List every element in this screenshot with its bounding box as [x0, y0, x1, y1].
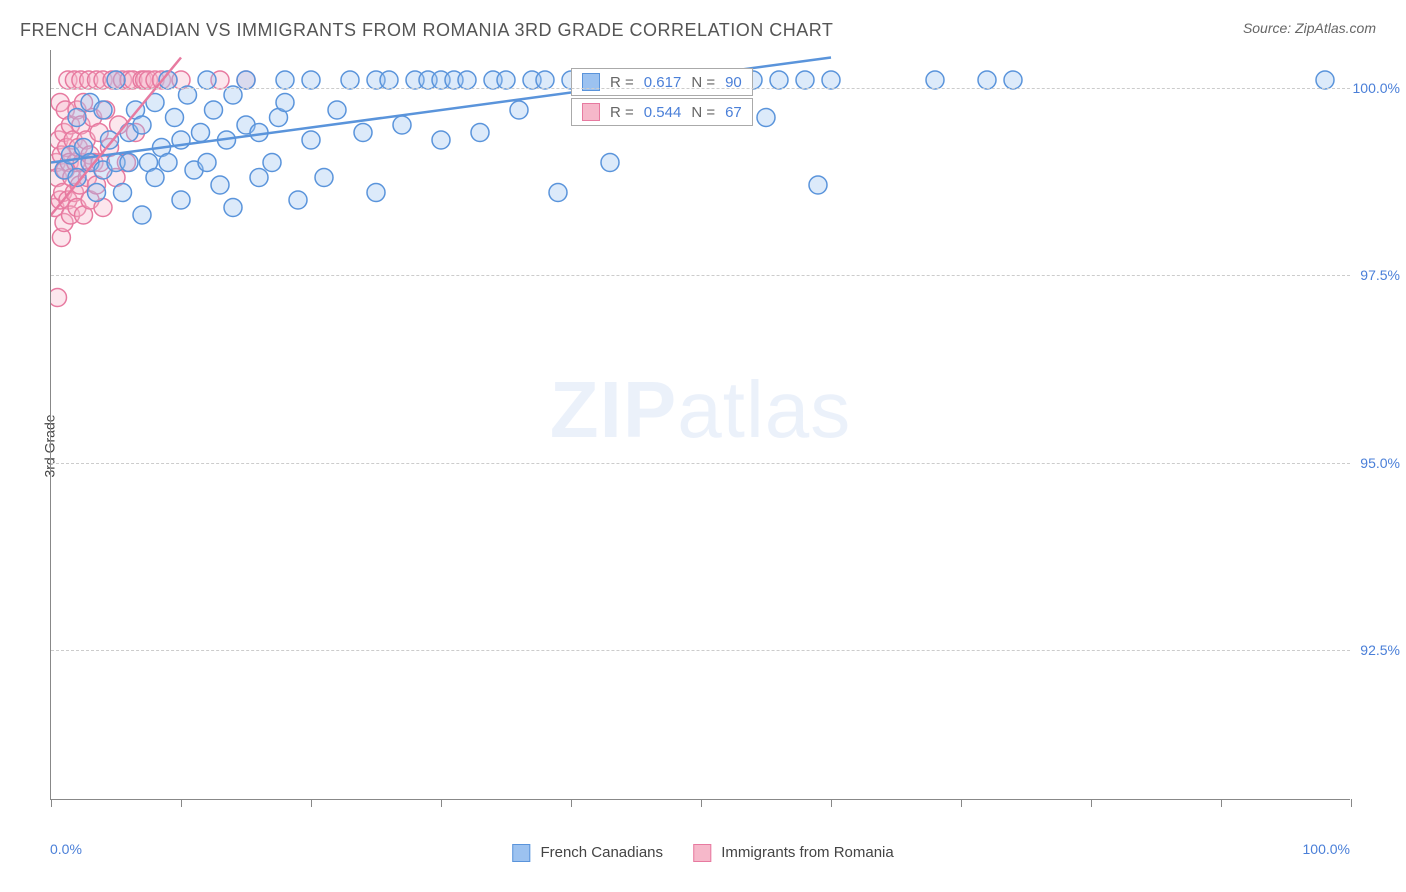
x-tick — [961, 799, 962, 807]
stats-box-series-1: R = 0.544 N = 67 — [571, 98, 753, 126]
data-point — [133, 116, 151, 134]
data-point — [601, 154, 619, 172]
x-axis-max-label: 100.0% — [1303, 841, 1350, 857]
data-point — [341, 71, 359, 89]
data-point — [510, 101, 528, 119]
stat-n-value: 67 — [725, 104, 742, 121]
data-point — [549, 184, 567, 202]
x-tick — [1351, 799, 1352, 807]
data-point — [179, 86, 197, 104]
data-point — [159, 154, 177, 172]
data-point — [146, 169, 164, 187]
x-tick — [701, 799, 702, 807]
y-tick-label: 95.0% — [1352, 455, 1400, 471]
data-point — [380, 71, 398, 89]
data-point — [205, 101, 223, 119]
data-point — [822, 71, 840, 89]
data-point — [302, 131, 320, 149]
data-point — [978, 71, 996, 89]
stat-n-label: N = — [691, 104, 715, 121]
data-point — [172, 191, 190, 209]
y-tick-label: 92.5% — [1352, 642, 1400, 658]
data-point — [101, 131, 119, 149]
data-point — [302, 71, 320, 89]
x-tick — [441, 799, 442, 807]
x-tick — [1091, 799, 1092, 807]
data-point — [1316, 71, 1334, 89]
source-attribution: Source: ZipAtlas.com — [1243, 20, 1376, 36]
data-point — [120, 154, 138, 172]
stat-r-label: R = — [610, 104, 634, 121]
y-tick-label: 100.0% — [1352, 80, 1400, 96]
data-point — [94, 101, 112, 119]
data-point — [224, 86, 242, 104]
data-point — [250, 169, 268, 187]
x-tick — [831, 799, 832, 807]
data-point — [211, 176, 229, 194]
gridline — [51, 275, 1350, 276]
swatch-icon — [582, 103, 600, 121]
data-point — [432, 131, 450, 149]
plot-area: ZIPatlas R = 0.617 N = 90 R = 0.544 N = … — [50, 50, 1350, 800]
data-point — [796, 71, 814, 89]
data-point — [770, 71, 788, 89]
y-tick-label: 97.5% — [1352, 267, 1400, 283]
data-point — [107, 71, 125, 89]
data-point — [926, 71, 944, 89]
x-tick — [51, 799, 52, 807]
data-point — [536, 71, 554, 89]
data-point — [354, 124, 372, 142]
data-point — [497, 71, 515, 89]
legend-item-1: Immigrants from Romania — [693, 844, 894, 862]
data-point — [328, 101, 346, 119]
data-point — [276, 71, 294, 89]
legend-item-0: French Canadians — [512, 844, 663, 862]
data-point — [276, 94, 294, 112]
scatter-svg — [51, 50, 1351, 800]
chart-title: FRENCH CANADIAN VS IMMIGRANTS FROM ROMAN… — [20, 20, 833, 41]
data-point — [198, 71, 216, 89]
x-tick — [181, 799, 182, 807]
data-point — [289, 191, 307, 209]
bottom-legend: French Canadians Immigrants from Romania — [512, 844, 893, 862]
x-tick — [571, 799, 572, 807]
data-point — [1004, 71, 1022, 89]
data-point — [68, 109, 86, 127]
data-point — [471, 124, 489, 142]
data-point — [809, 176, 827, 194]
data-point — [458, 71, 476, 89]
x-tick — [1221, 799, 1222, 807]
swatch-icon — [693, 844, 711, 862]
data-point — [166, 109, 184, 127]
gridline — [51, 88, 1350, 89]
data-point — [88, 184, 106, 202]
data-point — [133, 206, 151, 224]
gridline — [51, 463, 1350, 464]
legend-label: French Canadians — [540, 844, 663, 861]
stats-box-series-0: R = 0.617 N = 90 — [571, 68, 753, 96]
data-point — [51, 289, 67, 307]
gridline — [51, 650, 1350, 651]
swatch-icon — [512, 844, 530, 862]
x-tick — [311, 799, 312, 807]
data-point — [757, 109, 775, 127]
data-point — [114, 184, 132, 202]
stat-r-value: 0.544 — [644, 104, 682, 121]
x-axis-min-label: 0.0% — [50, 841, 82, 857]
data-point — [198, 154, 216, 172]
data-point — [224, 199, 242, 217]
data-point — [237, 71, 255, 89]
data-point — [263, 154, 281, 172]
data-point — [367, 184, 385, 202]
legend-label: Immigrants from Romania — [721, 844, 894, 861]
data-point — [192, 124, 210, 142]
data-point — [393, 116, 411, 134]
data-point — [315, 169, 333, 187]
